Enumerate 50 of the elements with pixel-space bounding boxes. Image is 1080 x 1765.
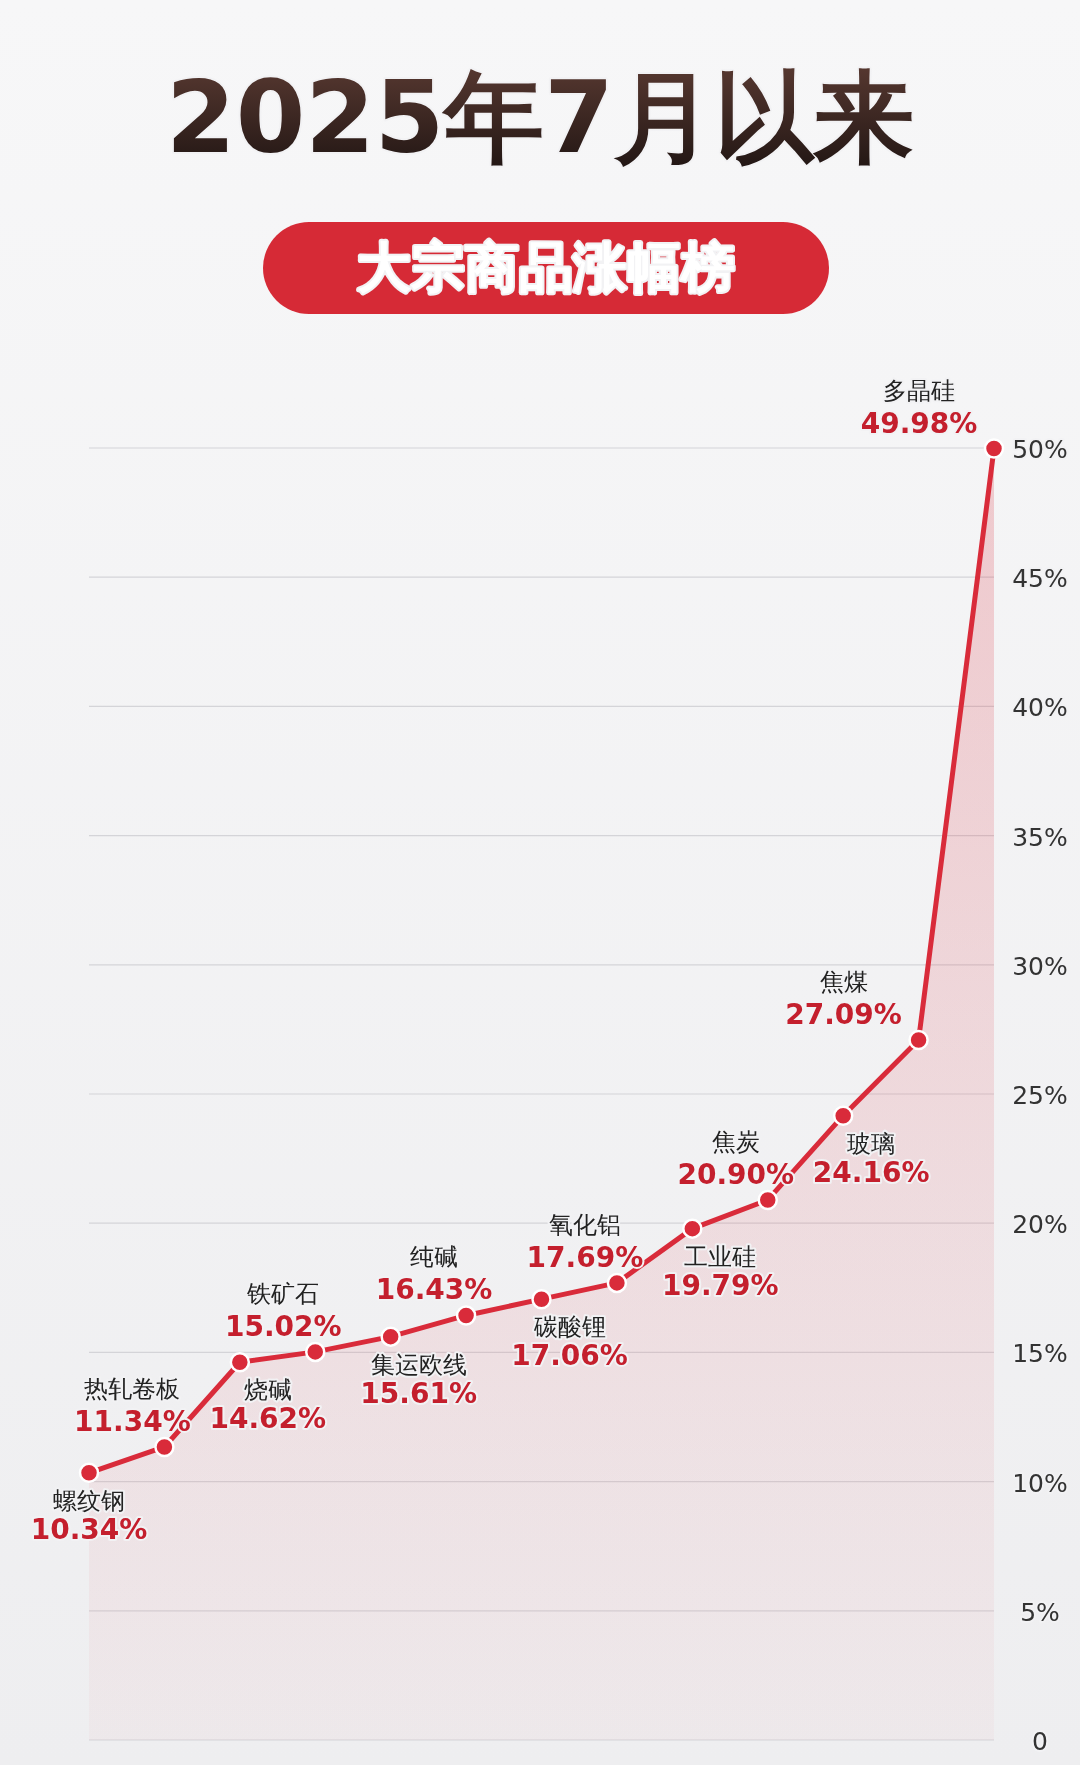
annotation: 碳酸锂 [532,1313,606,1342]
annotation: 纯碱 [410,1243,459,1272]
data-label: 49.98% [860,406,978,440]
annotation: 热轧卷板 [84,1374,181,1403]
text: 多晶硅 [883,376,955,405]
data-label: 14.62% [209,1402,327,1436]
data-label: 27.09% [785,997,902,1031]
annotation: 烧碱 [243,1376,292,1405]
point [606,1272,628,1294]
point [682,1218,703,1239]
point [757,1189,778,1211]
y-tick-label: 30% [1012,951,1068,981]
data-label: 15.61% [360,1376,477,1410]
annotation: 焦炭 [711,1127,760,1156]
y-tick-label: 0 [1032,1727,1048,1756]
point [380,1326,401,1347]
data-label: 15.02% [224,1309,342,1343]
annotation: 集运欧线 [370,1350,467,1379]
y-tick-label: 50% [1012,435,1068,464]
y-tick-label: 15% [1012,1339,1068,1369]
y-tick-label: 40% [1012,693,1068,723]
annotation: 铁矿石 [246,1279,320,1308]
y-tick-label: 45% [1012,564,1068,594]
point [531,1288,552,1310]
point [229,1351,251,1373]
data-label: 10.34% [30,1512,148,1546]
annotation: 焦煤 [819,967,868,996]
point [78,1462,100,1484]
point [305,1341,326,1363]
y-tick-label: 10% [1012,1468,1068,1498]
data-label: 24.16% [812,1155,930,1189]
y-tick-label: 35% [1012,822,1068,852]
chart-title: 2025年7月以来 [166,59,914,176]
point [832,1105,854,1126]
y-tick-label: 25% [1012,1081,1068,1110]
y-tick-label: 5% [1020,1597,1060,1627]
data-label: 19.79% [662,1268,779,1302]
y-tick-label: 20% [1012,1210,1068,1240]
annotation: 工业硅 [684,1242,757,1271]
data-label: 16.43% [375,1273,493,1307]
point [983,438,1005,459]
annotation: 螺纹钢 [53,1486,125,1515]
data-label: 17.69% [526,1240,644,1274]
data-label: 17.06% [511,1339,628,1373]
point [455,1305,477,1326]
annotation: 玻璃 [847,1129,896,1158]
annotation: 氧化铝 [548,1210,621,1239]
point [908,1029,929,1051]
point [154,1436,175,1458]
chart-subtitle: 大宗商品涨幅榜 [357,236,735,299]
